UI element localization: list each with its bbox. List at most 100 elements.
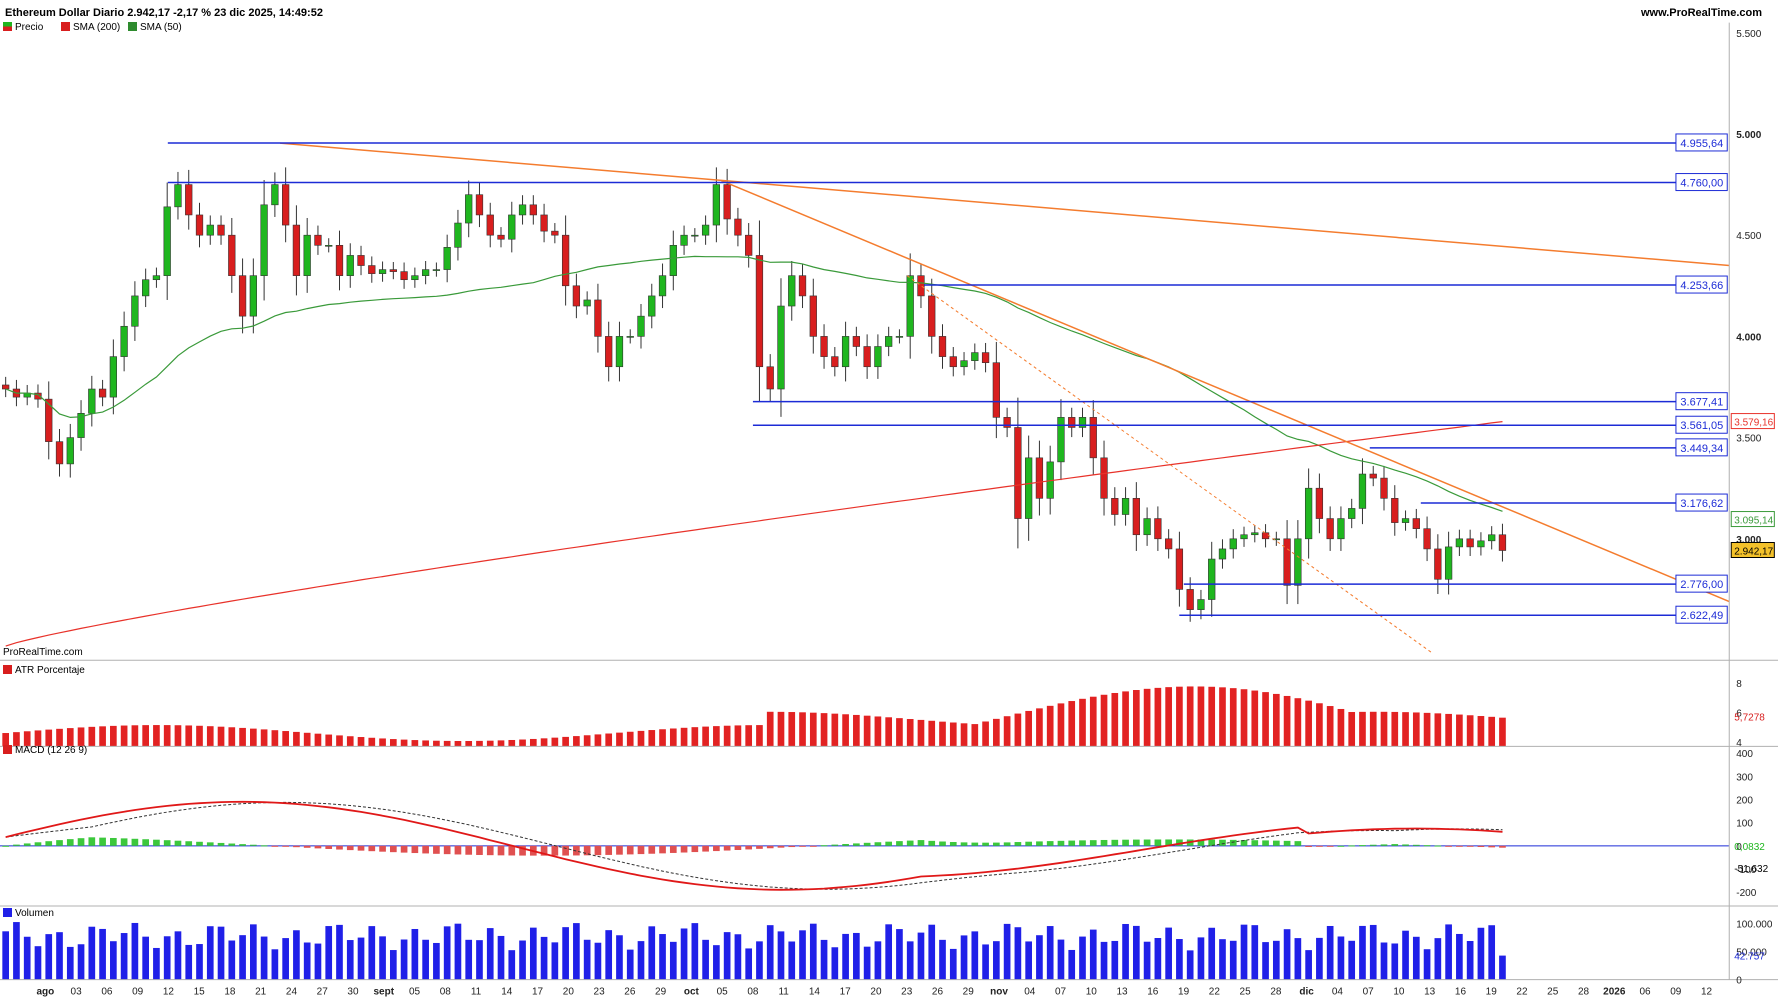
macd-histogram-bar	[282, 845, 289, 847]
atr-bar	[99, 726, 106, 747]
level-box	[1675, 574, 1728, 593]
candle	[77, 413, 85, 438]
candle	[443, 247, 451, 270]
macd-histogram-bar	[13, 844, 20, 846]
x-tick-label: 26	[624, 986, 636, 997]
atr-bar	[637, 730, 645, 747]
macd-histogram-bar	[1089, 840, 1097, 846]
volume-bar	[853, 932, 860, 980]
atr-bar	[1122, 691, 1129, 747]
macd-histogram-bar	[88, 837, 96, 846]
atr-bar	[540, 738, 548, 747]
price-tick-label: 5.500	[1736, 29, 1761, 40]
macd-histogram-bar	[379, 845, 386, 852]
x-tick-label: 10	[1393, 986, 1405, 997]
candle	[1240, 534, 1248, 540]
atr-bar	[454, 740, 462, 747]
candle	[206, 224, 214, 236]
macd-histogram-bar	[131, 838, 139, 846]
level-label: 2.776,00	[1680, 579, 1723, 591]
price-tick-label: 4.000	[1736, 332, 1761, 343]
price-tick-label: 3.000	[1736, 535, 1761, 546]
atr-bar	[949, 722, 957, 747]
axis-badge-label: 3.095,14	[1734, 516, 1773, 527]
volume-bar	[809, 923, 817, 980]
candle	[691, 234, 699, 237]
candle	[2, 384, 10, 390]
candle	[292, 224, 301, 276]
x-tick-label: 09	[132, 986, 144, 997]
macd-histogram-bar	[551, 845, 559, 856]
candle	[1261, 532, 1270, 540]
atr-bar	[626, 731, 634, 747]
macd-tick-label: 400	[1736, 749, 1753, 760]
macd-histogram-bar	[1100, 839, 1108, 846]
volume-last-label: 42.757	[1734, 952, 1765, 963]
level-label: 2.622,49	[1680, 610, 1723, 622]
candle	[1488, 534, 1496, 542]
atr-bar	[1391, 711, 1399, 747]
volume-bar	[250, 924, 257, 980]
level-box	[1675, 392, 1728, 411]
macd-histogram-bar	[163, 840, 171, 846]
macd-histogram-bar	[917, 840, 925, 846]
volume-bar	[400, 939, 408, 980]
atr-bar	[1412, 712, 1420, 747]
volume-bar	[1057, 939, 1065, 980]
legend-macd: MACD (12 26 9)	[3, 745, 87, 756]
macd-histogram-bar	[745, 845, 753, 850]
macd-histogram-bar	[874, 842, 882, 846]
macd-histogram-bar	[1046, 841, 1054, 846]
x-tick-label: 15	[194, 986, 206, 997]
candle	[282, 184, 290, 226]
atr-bar	[1316, 703, 1323, 747]
macd-histogram-bar	[1251, 840, 1259, 846]
macd-histogram-bar	[1305, 845, 1312, 847]
candle	[594, 299, 602, 337]
candle	[486, 214, 494, 236]
volume-bar	[982, 944, 989, 980]
x-tick-label: 20	[870, 986, 882, 997]
candle	[314, 234, 322, 246]
candle	[400, 271, 408, 281]
x-tick-label: 04	[1332, 986, 1344, 997]
atr-bar	[1186, 686, 1194, 747]
atr-bar	[713, 726, 720, 747]
macd-histogram-bar	[336, 845, 343, 850]
candle	[1315, 487, 1324, 519]
macd-histogram-bar	[56, 840, 63, 846]
x-tick-label: 05	[717, 986, 729, 997]
atr-bar	[13, 732, 20, 747]
candle	[723, 184, 731, 220]
candle	[163, 206, 171, 276]
candle	[475, 194, 484, 216]
macd-histogram-bar	[422, 845, 429, 854]
x-tick-label: 2026	[1603, 986, 1626, 997]
macd-histogram-bar	[411, 845, 419, 854]
candle	[1218, 548, 1227, 560]
macd-histogram-bar	[1272, 840, 1280, 846]
atr-bar	[734, 725, 742, 747]
volume-bar	[1316, 937, 1323, 980]
candle	[583, 299, 591, 307]
candle	[1057, 417, 1065, 463]
volume-bar	[357, 937, 365, 980]
macd-histogram-bar	[1165, 839, 1172, 846]
macd-histogram-bar	[1423, 845, 1431, 847]
atr-bar	[45, 729, 53, 747]
legend-volume: Volumen	[3, 908, 54, 919]
atr-bar	[1283, 695, 1291, 747]
volume-tick-label: 0	[1736, 976, 1742, 987]
site-link[interactable]: www.ProRealTime.com	[1640, 7, 1762, 19]
atr-bar	[1229, 688, 1237, 747]
candle	[1401, 518, 1410, 523]
level-label: 4.955,64	[1680, 138, 1723, 150]
atr-bar	[1079, 698, 1086, 747]
volume-bar	[1079, 936, 1086, 980]
volume-bar	[1380, 942, 1388, 980]
atr-bar	[1466, 715, 1474, 747]
candle	[1175, 548, 1184, 590]
macd-histogram-bar	[293, 845, 300, 848]
volume-bar	[896, 929, 903, 980]
atr-bar	[239, 727, 246, 747]
